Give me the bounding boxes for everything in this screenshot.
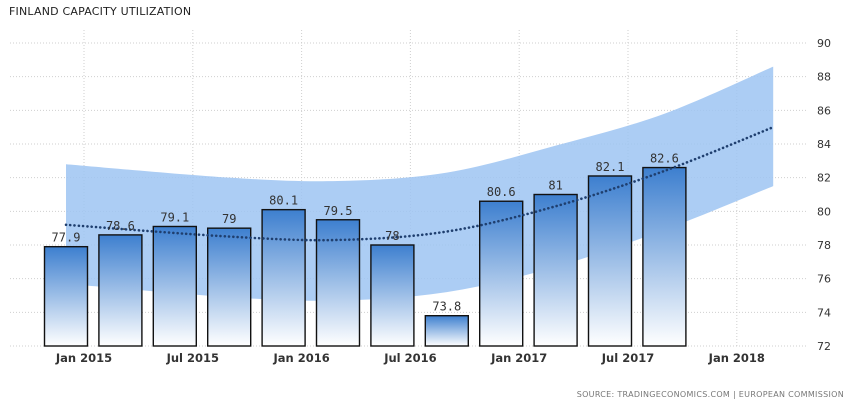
bar-value-label: 80.1 (269, 194, 298, 208)
bar (43, 245, 89, 347)
y-tick-label: 78 (817, 239, 831, 252)
bar (370, 244, 415, 347)
bar (424, 315, 469, 347)
bar (533, 193, 578, 347)
bar-value-label: 73.8 (432, 300, 461, 314)
x-tick-label: Jan 2018 (708, 351, 765, 365)
y-tick-label: 74 (817, 306, 831, 319)
x-tick-label: Jan 2016 (272, 351, 329, 365)
bar (98, 234, 143, 347)
bar-value-label: 77.9 (52, 231, 81, 245)
bar (587, 175, 633, 347)
bar-value-label: 78.6 (106, 219, 135, 233)
bar-value-label: 82.6 (650, 152, 679, 166)
bar-value-label: 82.1 (596, 160, 625, 174)
y-tick-label: 88 (817, 71, 831, 84)
y-tick-label: 76 (817, 273, 831, 286)
bar (479, 200, 524, 347)
y-tick-label: 90 (817, 37, 831, 50)
bar (152, 225, 198, 347)
y-tick-label: 84 (817, 138, 831, 151)
x-tick-label: Jan 2017 (490, 351, 547, 365)
bar-value-label: 79 (222, 212, 236, 226)
bar (642, 166, 687, 347)
bar (206, 227, 252, 347)
x-tick-label: Jul 2015 (166, 351, 219, 365)
x-tick-label: Jul 2016 (383, 351, 436, 365)
bar-value-label: 80.6 (487, 185, 516, 199)
y-tick-label: 72 (817, 340, 831, 353)
x-tick-label: Jul 2017 (601, 351, 654, 365)
bar-value-label: 79.1 (160, 210, 189, 224)
y-tick-label: 80 (817, 205, 831, 218)
trend-line (64, 125, 775, 242)
source-credit: SOURCE: TRADINGECONOMICS.COM | EUROPEAN … (576, 390, 844, 399)
bar (261, 208, 306, 347)
bar-value-label: 81 (548, 179, 562, 193)
bar-value-label: 79.5 (324, 204, 353, 218)
chart-title: FINLAND CAPACITY UTILIZATION (9, 5, 192, 18)
bar (315, 219, 361, 347)
x-tick-label: Jan 2015 (55, 351, 112, 365)
y-tick-label: 86 (817, 104, 831, 117)
bar-value-label: 78 (385, 229, 399, 243)
y-tick-label: 82 (817, 172, 831, 185)
